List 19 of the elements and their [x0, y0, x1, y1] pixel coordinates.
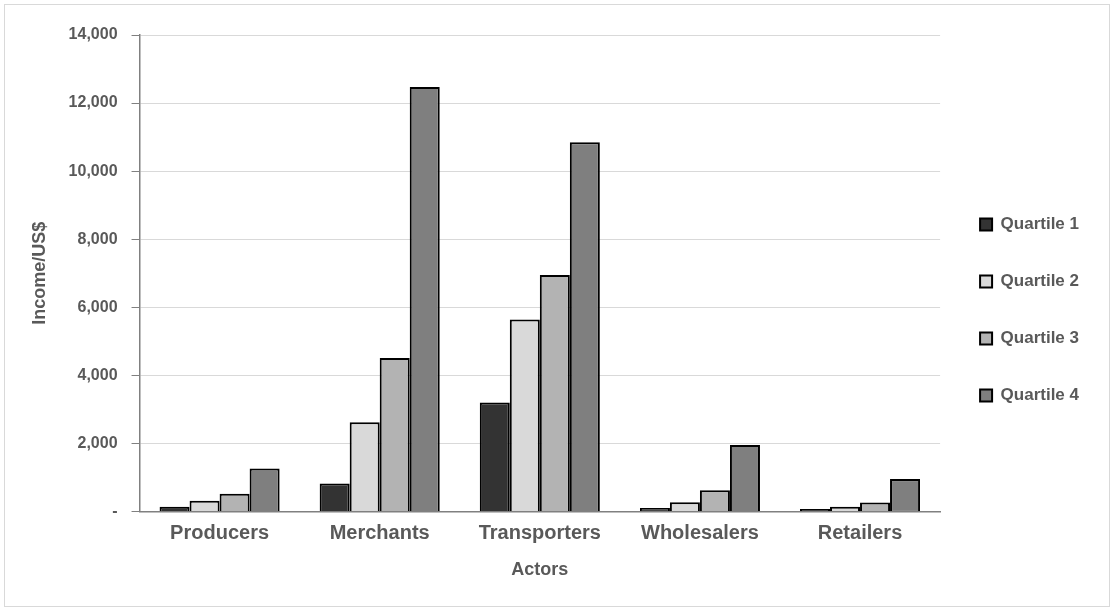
y-tick-label: 6,000: [77, 297, 118, 315]
legend-label: Quartile 2: [1000, 271, 1079, 291]
x-tick-label: Producers: [170, 520, 270, 543]
y-tick-label: -: [112, 501, 118, 519]
legend-label: Quartile 1: [1000, 214, 1079, 234]
legend-label: Quartile 4: [1000, 385, 1080, 405]
y-tick-label: 8,000: [77, 229, 118, 247]
y-tick-label: 4,000: [77, 365, 118, 383]
x-tick-label: Transporters: [478, 520, 601, 543]
y-tick-label: 2,000: [77, 433, 118, 451]
y-axis-title: Income/US$: [28, 221, 49, 325]
y-tick-label: 12,000: [68, 93, 118, 111]
x-axis-title: Actors: [511, 559, 569, 580]
y-tick-label: 10,000: [68, 161, 118, 179]
legend-label: Quartile 3: [1000, 328, 1079, 348]
x-tick-label: Merchants: [329, 520, 430, 543]
x-tick-label: Retailers: [817, 520, 903, 543]
x-tick-label: Wholesalers: [641, 520, 759, 543]
y-tick-label: 14,000: [68, 25, 118, 43]
